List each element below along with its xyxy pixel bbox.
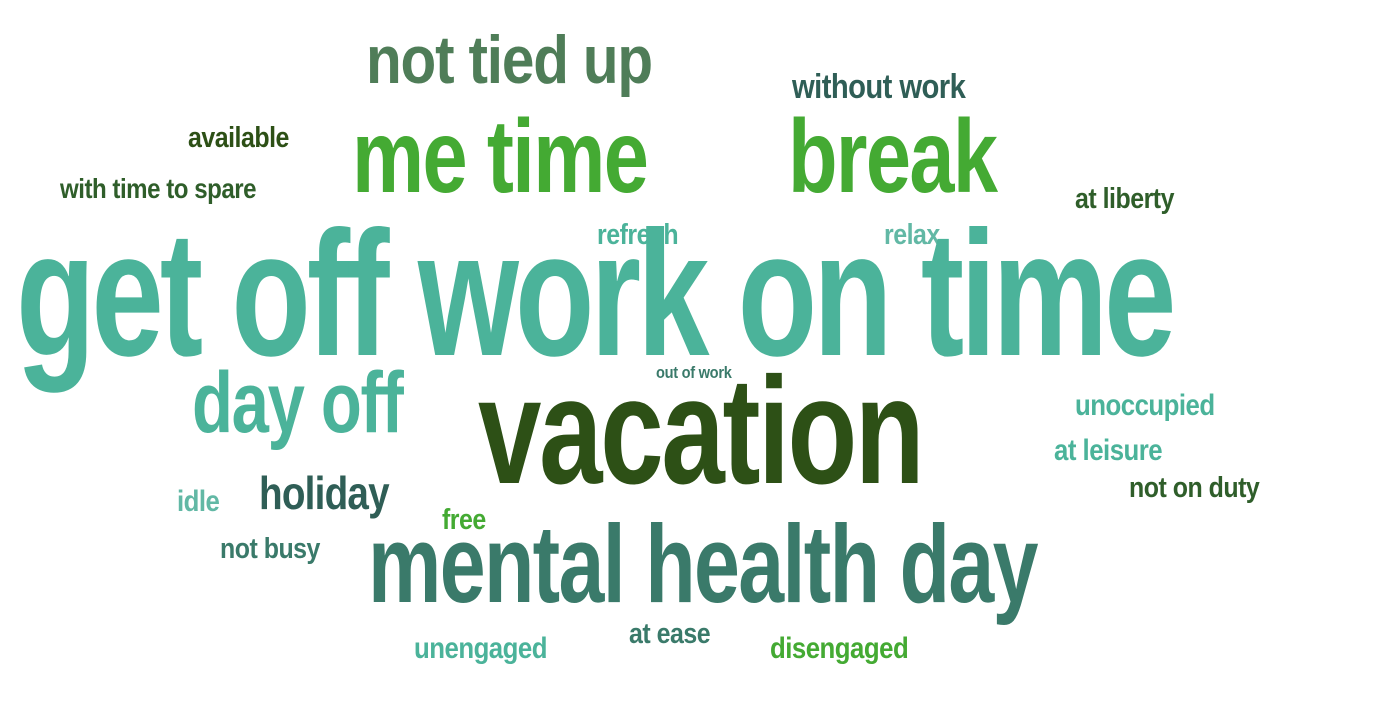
word-disengaged: disengaged <box>770 632 909 665</box>
word-relax: relax <box>884 219 940 251</box>
word-without-work: without work <box>792 68 966 106</box>
word-at-liberty: at liberty <box>1075 183 1174 215</box>
word-vacation: vacation <box>478 346 925 516</box>
word-at-leisure: at leisure <box>1054 434 1163 467</box>
word-get-off-work-on-time: get off work on time <box>16 194 1176 393</box>
word-refresh: refresh <box>597 219 679 251</box>
word-not-busy: not busy <box>220 533 320 565</box>
word-not-on-duty: not on duty <box>1129 472 1260 504</box>
word-mental-health-day: mental health day <box>368 503 1038 626</box>
word-idle: idle <box>177 485 220 518</box>
word-me-time: me time <box>352 99 649 215</box>
word-holiday: holiday <box>259 467 390 519</box>
word-not-tied-up: not tied up <box>366 22 653 98</box>
word-unengaged: unengaged <box>414 632 547 665</box>
word-with-time-to-spare: with time to spare <box>60 173 257 204</box>
word-available: available <box>188 122 289 154</box>
word-out-of-work: out of work <box>656 363 732 382</box>
word-day-off: day off <box>192 355 404 451</box>
word-free: free <box>442 504 486 536</box>
word-at-ease: at ease <box>629 618 711 650</box>
word-unoccupied: unoccupied <box>1075 389 1215 422</box>
word-break: break <box>788 99 998 215</box>
